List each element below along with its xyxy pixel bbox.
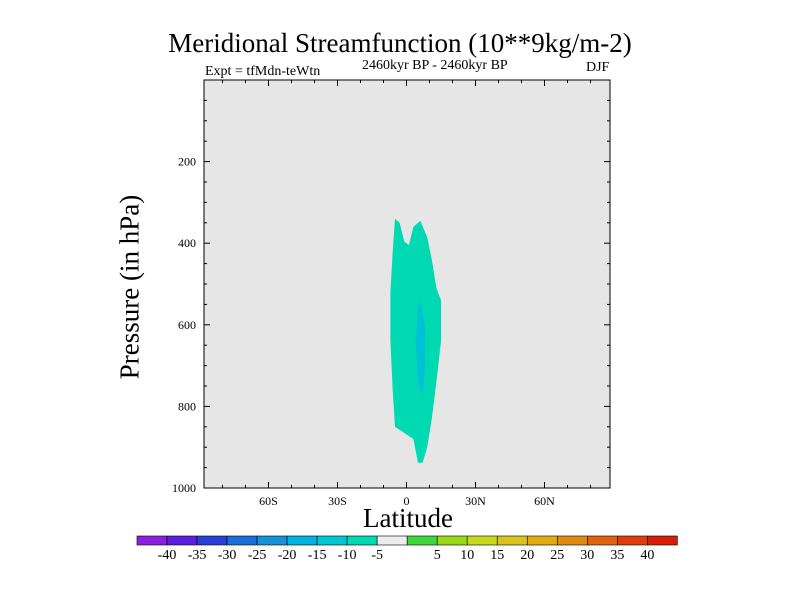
colorbar-label: 10: [460, 548, 474, 563]
colorbar-label: -30: [218, 548, 237, 563]
colorbar-box: [556, 535, 588, 546]
colorbar-box: [166, 535, 198, 546]
chart-title: Meridional Streamfunction (10**9kg/m-2): [168, 28, 632, 58]
colorbar-box: [286, 535, 318, 546]
colorbar-box: [466, 535, 498, 546]
colorbar-box: [376, 535, 408, 546]
colorbar-box: [436, 535, 468, 546]
time-range-label: 2460kyr BP - 2460kyr BP: [362, 58, 508, 73]
y-tick-label: 1000: [172, 481, 196, 495]
x-tick-label: 30S: [328, 494, 347, 508]
x-tick-label: 60N: [534, 494, 555, 508]
contour-region-1: [415, 300, 425, 397]
colorbar-label: -15: [308, 548, 327, 563]
colorbar-box: [256, 535, 288, 546]
colorbar-box: [226, 535, 258, 546]
colorbar-label: 20: [520, 548, 534, 563]
contour-region-0: [390, 218, 441, 463]
colorbar-box: [586, 535, 618, 546]
colorbar-box: [496, 535, 528, 546]
y-tick-label: 200: [178, 155, 196, 169]
x-tick-label: 0: [404, 494, 410, 508]
colorbar-label: -10: [338, 548, 357, 563]
colorbar-label: 30: [580, 548, 594, 563]
y-tick-label: 600: [178, 318, 196, 332]
colorbar-label: 5: [434, 548, 441, 563]
x-tick-label: 60S: [259, 494, 278, 508]
colorbar-box: [196, 535, 228, 546]
colorbar-box: [316, 535, 348, 546]
colorbar-box: [647, 535, 678, 546]
y-tick-label: 800: [178, 399, 196, 413]
colorbar-box: [136, 535, 168, 546]
colorbar-label: -35: [188, 548, 207, 563]
colorbar-label: 25: [550, 548, 564, 563]
colorbar-label: 40: [640, 548, 654, 563]
colorbar-box: [346, 535, 378, 546]
colorbar-label: 35: [610, 548, 624, 563]
colorbar-label: -25: [248, 548, 267, 563]
colorbar-box: [526, 535, 558, 546]
x-axis-label: Latitude: [363, 503, 453, 533]
season-label: DJF: [586, 60, 610, 75]
experiment-label: Expt = tfMdn-teWtn: [205, 64, 321, 79]
colorbar-box: [617, 535, 648, 546]
x-tick-label: 30N: [465, 494, 486, 508]
colorbar-label: -20: [278, 548, 297, 563]
colorbar-label: 15: [490, 548, 504, 563]
y-tick-label: 400: [178, 236, 196, 250]
colorbar-box: [406, 535, 438, 546]
colorbar-label: -5: [371, 548, 383, 563]
colorbar-label: -40: [158, 548, 177, 563]
